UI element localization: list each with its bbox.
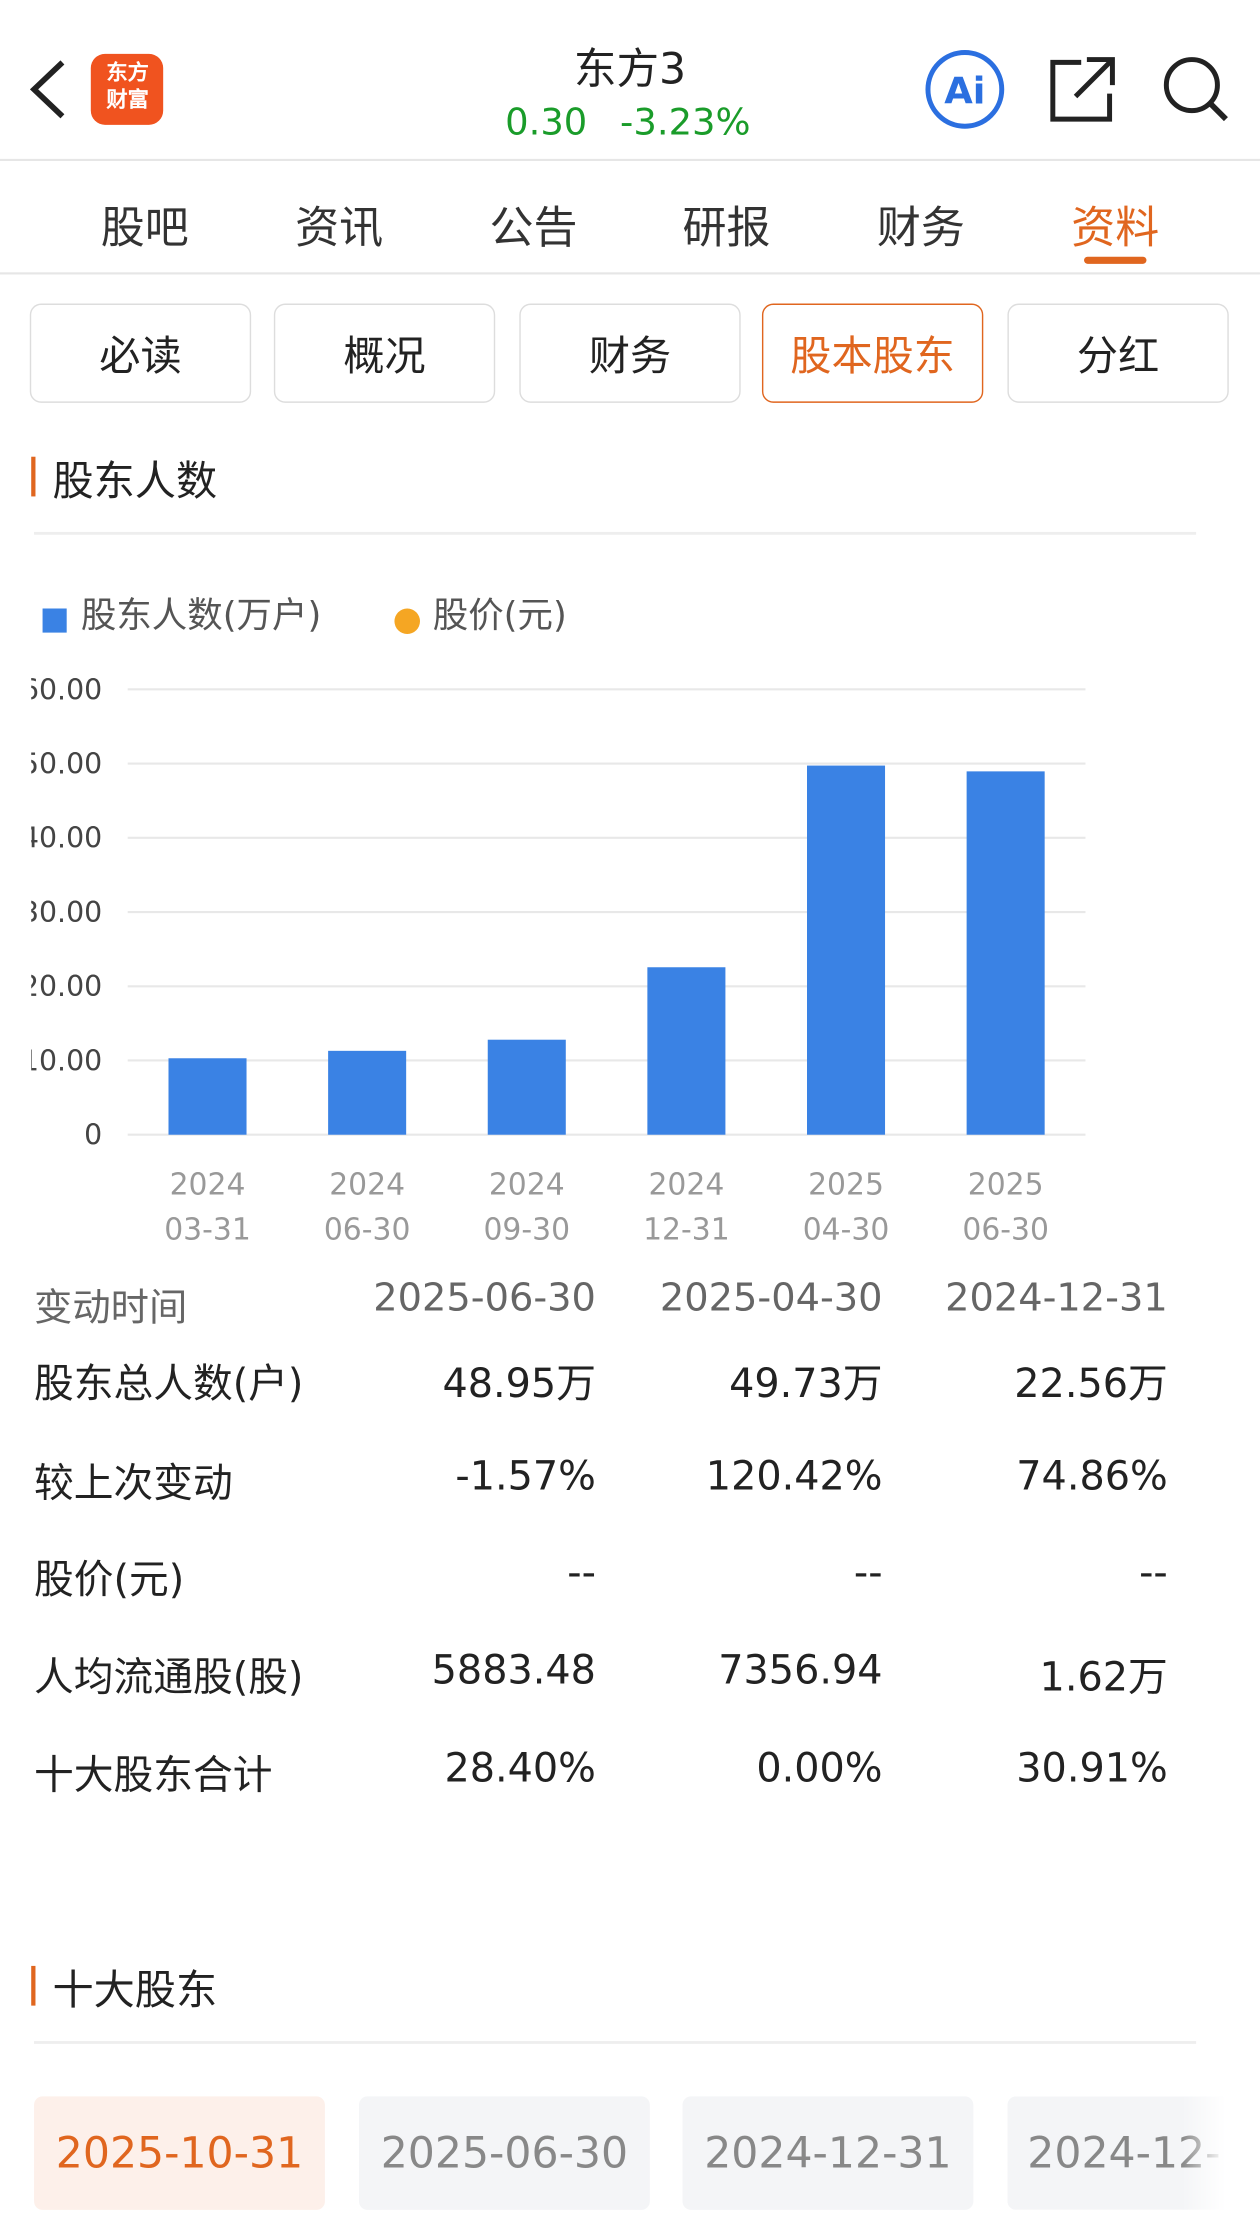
bar [806,765,886,1135]
logo-line: 东方 [106,59,149,86]
change: -3.23% [620,102,751,145]
y-tick-label: 60.00 [31,673,102,706]
y-tick-label: 20.00 [31,970,102,1003]
back-icon[interactable] [29,60,65,119]
table-cell: 74.86% [1016,1452,1168,1500]
chart: 股东人数(万户) 股价(元) 0 10.00 20.00 30.00 40.00 50.00 6… [31,595,1086,1248]
tab-underline [1084,256,1147,264]
x-tick-label: 06-30 [324,1213,411,1248]
bar [647,967,726,1135]
tab[interactable]: 资料 [1071,202,1160,254]
divider [0,158,1260,161]
table-cell: 48.95万 [442,1360,596,1408]
x-tick-label: 09-30 [483,1213,570,1248]
table-cell: 28.40% [444,1744,596,1792]
y-tick-label: 0 [84,1119,102,1152]
divider [34,531,1197,535]
subtab[interactable]: 财务 [519,303,741,403]
x-tick-label: 2025 [968,1167,1044,1202]
section-title: 股东人数 [52,456,218,505]
x-tick-label: 2025 [808,1167,884,1202]
table-cell: 7356.94 [718,1646,883,1694]
tab[interactable]: 财务 [876,202,965,254]
x-tick-label: 04-30 [803,1213,890,1248]
table-cell: 30.91% [1016,1744,1168,1792]
table-header: 2025-04-30 [659,1276,883,1321]
tab[interactable]: 资讯 [295,202,384,254]
legend-label: 股东人数(万户) [81,595,321,636]
x-tick-label: 06-30 [962,1213,1049,1248]
search-handle [1208,101,1228,122]
subtab[interactable]: 股本股东 [761,303,984,403]
bar [487,1039,566,1135]
table-header: 变动时间 [34,1286,188,1331]
table-cell: 股价(元) [34,1555,185,1603]
date-tab[interactable]: 2025-06-30 [358,2096,650,2210]
date-tab[interactable]: 2024-12- [1007,2096,1260,2210]
section-marker [31,1965,36,2006]
table-cell: -- [853,1548,883,1596]
ai-icon[interactable] [925,49,1005,129]
legend-swatch [42,608,67,633]
x-tick-label: 12-31 [643,1213,730,1248]
x-tick-label: 03-31 [164,1213,251,1248]
table-cell: 十大股东合计 [34,1751,273,1799]
bar [328,1050,407,1135]
table-cell: 股东总人数(户) [34,1360,304,1408]
bar [168,1058,247,1135]
y-tick-label: 40.00 [31,822,102,855]
divider [34,2041,1197,2044]
table-header: 2024-12-31 [945,1276,1168,1321]
section-title: 十大股东 [52,1965,218,2015]
table-cell: 22.56万 [1014,1360,1168,1408]
logo-line: 财富 [106,86,149,113]
title: 东方3 [573,45,687,96]
divider [0,272,1260,275]
search-icon[interactable] [1163,57,1220,114]
logo-text: 东方 财富 [95,60,160,114]
date-tab[interactable]: 2024-12-31 [682,2096,974,2210]
subtab[interactable]: 分红 [1007,303,1229,403]
price: 0.30 [505,102,588,145]
table-cell: 0.00% [756,1744,883,1792]
table-cell: 5883.48 [431,1646,596,1694]
tab[interactable]: 公告 [489,202,578,254]
x-tick-label: 2024 [489,1167,565,1202]
legend-label: 股价(元) [433,595,567,636]
date-tab[interactable]: 2025-10-31 [34,2096,325,2210]
header-icons: Ai [0,49,1260,275]
table-cell: -1.57% [455,1452,596,1500]
tab[interactable]: 股吧 [100,202,189,254]
table-cell: 人均流通股(股) [34,1653,304,1701]
bar [966,771,1045,1135]
subtab[interactable]: 必读 [29,303,252,403]
tab[interactable]: 研报 [682,202,771,254]
table-header: 2025-06-30 [373,1276,596,1321]
y-tick-label: 30.00 [31,896,102,929]
y-tick-label: 10.00 [31,1044,102,1077]
table-cell: 较上次变动 [34,1459,233,1507]
table-cell: -- [567,1548,596,1596]
ai-text: Ai [944,70,985,113]
subtab[interactable]: 概况 [273,303,496,403]
x-tick-label: 2024 [648,1167,724,1202]
table-cell: 120.42% [705,1452,883,1500]
legend-swatch [394,608,420,635]
logo [90,53,164,125]
table-cell: 49.73万 [729,1360,883,1408]
table-cell: 1.62万 [1039,1653,1168,1701]
y-tick-label: 50.00 [31,748,102,781]
section-marker [31,456,36,497]
share-icon[interactable] [1050,57,1115,122]
table-cell: -- [1139,1548,1168,1596]
x-tick-label: 2024 [170,1167,246,1202]
x-tick-label: 2024 [329,1167,405,1202]
